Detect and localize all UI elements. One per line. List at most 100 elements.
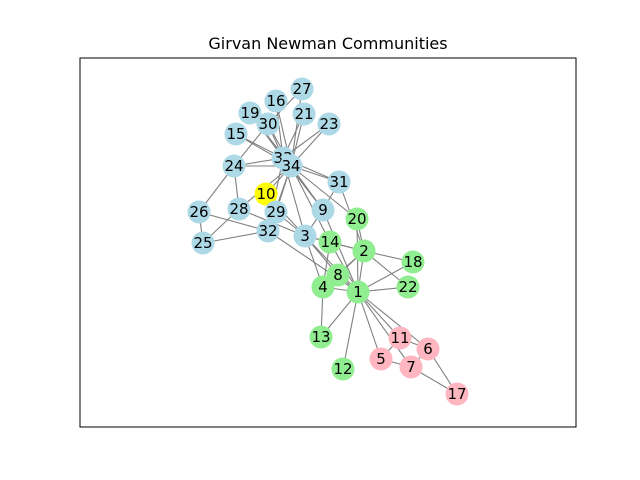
node-label-4: 4 (318, 278, 328, 296)
node-label-17: 17 (447, 385, 466, 403)
node-circle-13 (309, 325, 333, 349)
node-circle-25 (191, 231, 215, 255)
edge-1-7 (357, 291, 412, 368)
node-26: 26 (187, 200, 211, 224)
node-5: 5 (369, 347, 393, 371)
node-28: 28 (227, 197, 251, 221)
node-circle-10 (254, 182, 278, 206)
node-circle-18 (401, 250, 425, 274)
edge-1-5 (357, 291, 382, 360)
node-30: 30 (256, 112, 280, 136)
node-circle-26 (187, 200, 211, 224)
node-circle-17 (445, 382, 469, 406)
node-label-21: 21 (294, 105, 313, 123)
node-label-29: 29 (266, 203, 285, 221)
plot-area: 1234567891011121314151617181920212223242… (79, 57, 577, 428)
node-label-6: 6 (423, 340, 433, 358)
node-label-24: 24 (224, 157, 243, 175)
node-25: 25 (191, 231, 215, 255)
node-label-10: 10 (256, 185, 275, 203)
node-label-20: 20 (347, 210, 366, 228)
node-layer: 1234567891011121314151617181920212223242… (187, 77, 469, 406)
node-32: 32 (256, 219, 280, 243)
edge-26-32 (198, 211, 269, 232)
node-1: 1 (346, 280, 370, 304)
node-label-34: 34 (281, 157, 300, 175)
node-circle-6 (416, 337, 440, 361)
node-circle-22 (396, 275, 420, 299)
node-circle-16 (264, 89, 288, 113)
node-10: 10 (254, 182, 278, 206)
node-circle-8 (326, 263, 350, 287)
node-label-3: 3 (300, 227, 310, 245)
node-16: 16 (264, 89, 288, 113)
node-label-16: 16 (266, 92, 285, 110)
node-34: 34 (279, 154, 303, 178)
node-label-1: 1 (353, 283, 363, 301)
node-circle-7 (399, 355, 423, 379)
node-7: 7 (399, 355, 423, 379)
node-label-18: 18 (403, 253, 422, 271)
node-11: 11 (388, 326, 412, 350)
node-label-25: 25 (193, 234, 212, 252)
node-14: 14 (318, 230, 342, 254)
node-label-13: 13 (311, 328, 330, 346)
node-circle-15 (224, 122, 248, 146)
node-circle-3 (293, 224, 317, 248)
node-circle-20 (345, 207, 369, 231)
node-label-15: 15 (226, 125, 245, 143)
node-20: 20 (345, 207, 369, 231)
node-circle-32 (256, 219, 280, 243)
node-circle-29 (264, 200, 288, 224)
node-label-19: 19 (240, 104, 259, 122)
node-circle-5 (369, 347, 393, 371)
edge-1-3 (304, 235, 359, 293)
edge-1-9 (322, 209, 359, 293)
edge-1-6 (357, 291, 429, 350)
node-circle-19 (238, 101, 262, 125)
node-3: 3 (293, 224, 317, 248)
node-label-9: 9 (318, 201, 328, 219)
node-circle-23 (317, 112, 341, 136)
node-label-28: 28 (229, 200, 248, 218)
node-circle-28 (227, 197, 251, 221)
node-23: 23 (317, 112, 341, 136)
node-17: 17 (445, 382, 469, 406)
node-15: 15 (224, 122, 248, 146)
node-circle-34 (279, 154, 303, 178)
figure-title: Girvan Newman Communities (208, 34, 447, 53)
node-19: 19 (238, 101, 262, 125)
node-label-8: 8 (333, 266, 343, 284)
node-13: 13 (309, 325, 333, 349)
node-22: 22 (396, 275, 420, 299)
node-circle-24 (222, 154, 246, 178)
node-label-26: 26 (189, 203, 208, 221)
node-circle-11 (388, 326, 412, 350)
edge-1-12 (342, 291, 359, 370)
node-label-12: 12 (333, 360, 352, 378)
node-label-7: 7 (406, 358, 416, 376)
node-label-5: 5 (376, 350, 386, 368)
node-29: 29 (264, 200, 288, 224)
node-label-14: 14 (320, 233, 339, 251)
node-9: 9 (311, 198, 335, 222)
node-2: 2 (352, 239, 376, 263)
node-label-2: 2 (359, 242, 369, 260)
node-circle-12 (331, 357, 355, 381)
node-21: 21 (292, 102, 316, 126)
node-circle-30 (256, 112, 280, 136)
node-label-23: 23 (319, 115, 338, 133)
node-label-27: 27 (292, 80, 311, 98)
node-circle-31 (327, 170, 351, 194)
node-label-22: 22 (398, 278, 417, 296)
node-18: 18 (401, 250, 425, 274)
node-circle-21 (292, 102, 316, 126)
node-circle-2 (352, 239, 376, 263)
node-circle-27 (290, 77, 314, 101)
node-12: 12 (331, 357, 355, 381)
edge-14-34 (290, 165, 331, 243)
node-circle-9 (311, 198, 335, 222)
node-circle-14 (318, 230, 342, 254)
node-8: 8 (326, 263, 350, 287)
